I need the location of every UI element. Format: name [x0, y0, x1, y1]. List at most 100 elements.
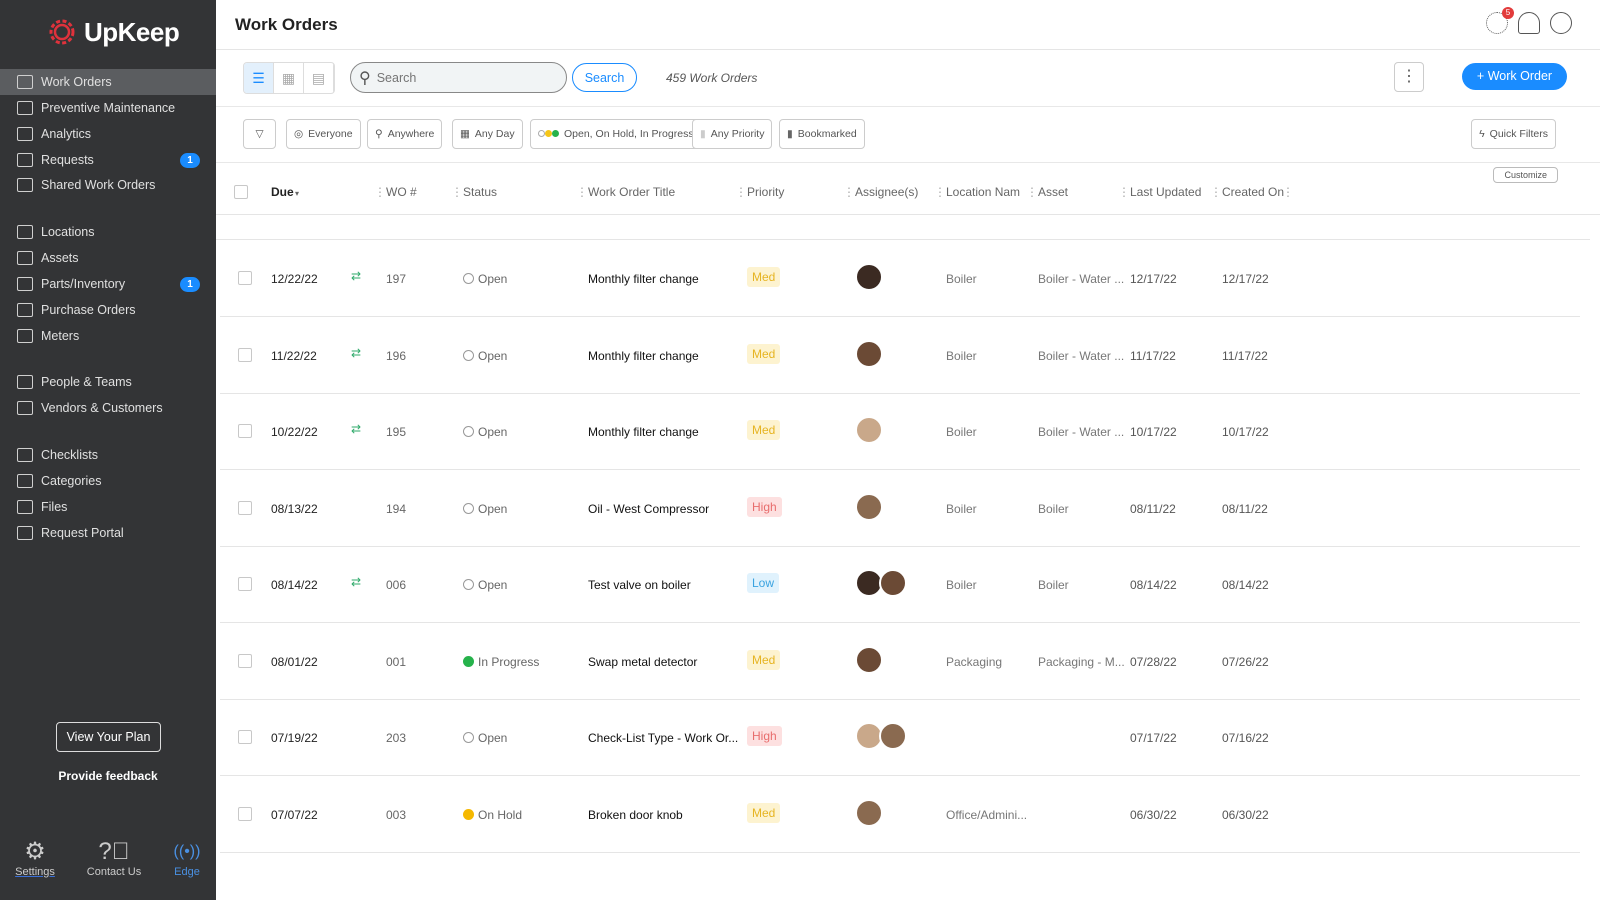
row-checkbox[interactable]	[238, 500, 252, 515]
filter-everyone[interactable]: ◎ Everyone	[286, 119, 361, 149]
table-row[interactable]: 10/22/22 ⇄ 195 Open Monthly filter chang…	[220, 393, 1580, 470]
column-header[interactable]: Priority	[747, 185, 785, 199]
customize-button[interactable]: Customize	[1493, 167, 1558, 183]
sidebar-item-assets[interactable]: Assets	[0, 245, 216, 271]
location: Boiler	[946, 348, 977, 363]
row-checkbox[interactable]	[238, 424, 252, 438]
assignee-avatar[interactable]	[879, 569, 907, 597]
work-order-title[interactable]: Swap metal detector	[588, 654, 698, 669]
column-resize-handle[interactable]: ⋮	[843, 185, 855, 199]
settings-button[interactable]: ⚙ Settings	[0, 838, 70, 878]
table-row[interactable]: 08/01/22 001 In Progress Swap metal dete…	[220, 623, 1580, 700]
sidebar-item-preventive-maintenance[interactable]: Preventive Maintenance	[0, 95, 216, 121]
work-order-title[interactable]: Monthly filter change	[588, 348, 699, 363]
column-header[interactable]: Location Nam	[946, 185, 1021, 199]
column-resize-handle[interactable]: ⋮	[576, 185, 588, 199]
filter-bookmarked[interactable]: ▮ Bookmarked	[779, 119, 865, 149]
work-order-title[interactable]: Monthly filter change	[588, 425, 699, 439]
row-checkbox[interactable]	[238, 730, 252, 744]
column-header[interactable]: WO #	[386, 185, 417, 199]
assignee-avatar[interactable]	[855, 416, 883, 444]
sidebar-item-shared-work-orders[interactable]: Shared Work Orders	[0, 172, 216, 198]
column-header[interactable]: Last Updated	[1130, 185, 1202, 199]
sidebar-item-analytics[interactable]: Analytics	[0, 121, 216, 147]
search-input[interactable]	[376, 70, 547, 85]
notification-badge: 5	[1502, 7, 1514, 19]
provide-feedback-link[interactable]: Provide feedback	[58, 769, 158, 783]
sidebar-item-requests[interactable]: Requests 1	[0, 147, 216, 173]
lightbulb-icon[interactable]: 5	[1486, 7, 1514, 34]
table-row[interactable]: 07/19/22 203 Open Check-List Type - Work…	[220, 699, 1580, 776]
assignee-avatar[interactable]	[855, 798, 883, 827]
quick-filters-button[interactable]: ϟ Quick Filters	[1471, 119, 1556, 149]
work-order-title[interactable]: Broken door knob	[588, 807, 683, 822]
table-row[interactable]: 07/07/22 003 On Hold Broken door knob Me…	[220, 776, 1580, 853]
list-view-icon[interactable]: ☰	[244, 63, 274, 93]
row-checkbox[interactable]	[238, 271, 252, 285]
column-resize-handle[interactable]: ⋮	[1118, 185, 1130, 199]
table-row[interactable]: 08/13/22 194 Open Oil - West Compressor …	[220, 470, 1580, 547]
column-header[interactable]: Created On	[1222, 185, 1285, 199]
select-all-checkbox[interactable]	[234, 185, 248, 199]
assignee-avatar[interactable]	[855, 339, 883, 368]
upkeep-logo[interactable]: UpKeep	[46, 16, 180, 48]
column-resize-handle[interactable]: ⋮	[735, 185, 747, 199]
filter-any-day[interactable]: ▦ Any Day	[452, 119, 523, 149]
table-row[interactable]: 12/22/22 ⇄ 197 Open Monthly filter chang…	[220, 240, 1580, 317]
column-resize-handle[interactable]: ⋮	[934, 185, 946, 199]
assignee-avatar[interactable]	[855, 263, 883, 291]
sidebar-item-request-portal[interactable]: Request Portal	[0, 520, 216, 546]
work-order-title[interactable]: Oil - West Compressor	[588, 501, 710, 516]
more-options-button[interactable]: ⋮	[1394, 62, 1424, 92]
column-header[interactable]: Work Order Title	[588, 185, 676, 199]
row-checkbox[interactable]	[238, 653, 252, 668]
sidebar-item-people-teams[interactable]: People & Teams	[0, 369, 216, 395]
search-button[interactable]: Search	[572, 63, 637, 92]
contact-us-label: Contact Us	[86, 866, 142, 878]
column-resize-handle[interactable]: ⋮	[374, 185, 386, 199]
edge-button[interactable]: ((•)) Edge	[152, 838, 222, 878]
work-order-title[interactable]: Monthly filter change	[588, 272, 699, 286]
table-row[interactable]: 11/22/22 ⇄ 196 Open Monthly filter chang…	[220, 317, 1580, 394]
sidebar-item-locations[interactable]: Locations	[0, 219, 216, 245]
contact-us-button[interactable]: ?⃝ Contact Us	[79, 838, 149, 878]
row-checkbox[interactable]	[238, 347, 252, 362]
row-checkbox[interactable]	[238, 806, 252, 821]
created-on: 10/17/22	[1222, 425, 1269, 439]
grid-view-icon[interactable]: ▦	[274, 63, 304, 93]
row-checkbox[interactable]	[238, 577, 252, 591]
sidebar-item-vendors-customers[interactable]: Vendors & Customers	[0, 395, 216, 421]
view-plan-button[interactable]: View Your Plan	[56, 722, 161, 752]
column-resize-handle[interactable]: ⋮	[1210, 185, 1222, 199]
asset: Boiler	[1038, 578, 1069, 592]
column-resize-handle[interactable]: ⋮	[1282, 185, 1294, 199]
work-order-title[interactable]: Check-List Type - Work Or...	[588, 731, 739, 745]
table-row[interactable]: 08/14/22 ⇄ 006 Open Test valve on boiler…	[220, 546, 1580, 623]
sidebar-item-categories[interactable]: Categories	[0, 468, 216, 494]
sort-desc-icon[interactable]: ▾	[295, 189, 300, 198]
filter-anywhere[interactable]: ⚲ Anywhere	[367, 119, 443, 149]
filter-icon[interactable]: ▽	[243, 119, 276, 149]
sidebar-item-checklists[interactable]: Checklists	[0, 442, 216, 468]
column-header[interactable]: Due	[271, 185, 294, 199]
assignee-avatar[interactable]	[855, 645, 883, 674]
sidebar-item-files[interactable]: Files	[0, 494, 216, 520]
user-profile-icon[interactable]	[1550, 12, 1572, 34]
column-header[interactable]: Status	[463, 185, 498, 199]
column-header[interactable]: Asset	[1038, 185, 1069, 199]
filter-status[interactable]: Open, On Hold, In Progress	[530, 119, 702, 149]
column-resize-handle[interactable]: ⋮	[1026, 185, 1038, 199]
sidebar-item-work-orders[interactable]: Work Orders	[0, 69, 216, 95]
calendar-view-icon[interactable]: ▤	[304, 63, 334, 93]
sidebar-item-meters[interactable]: Meters	[0, 323, 216, 349]
bell-icon[interactable]	[1518, 12, 1540, 34]
sidebar-item-purchase-orders[interactable]: Purchase Orders	[0, 297, 216, 323]
sidebar-item-parts-inventory[interactable]: Parts/Inventory 1	[0, 271, 216, 297]
assignee-avatar[interactable]	[879, 722, 907, 750]
column-header[interactable]: Assignee(s)	[855, 185, 919, 199]
assignee-avatar[interactable]	[855, 492, 883, 521]
column-resize-handle[interactable]: ⋮	[451, 185, 463, 199]
filter-priority[interactable]: ▮ Any Priority	[692, 119, 773, 149]
work-order-title[interactable]: Test valve on boiler	[588, 578, 691, 592]
add-work-order-button[interactable]: + Work Order	[1462, 63, 1567, 90]
